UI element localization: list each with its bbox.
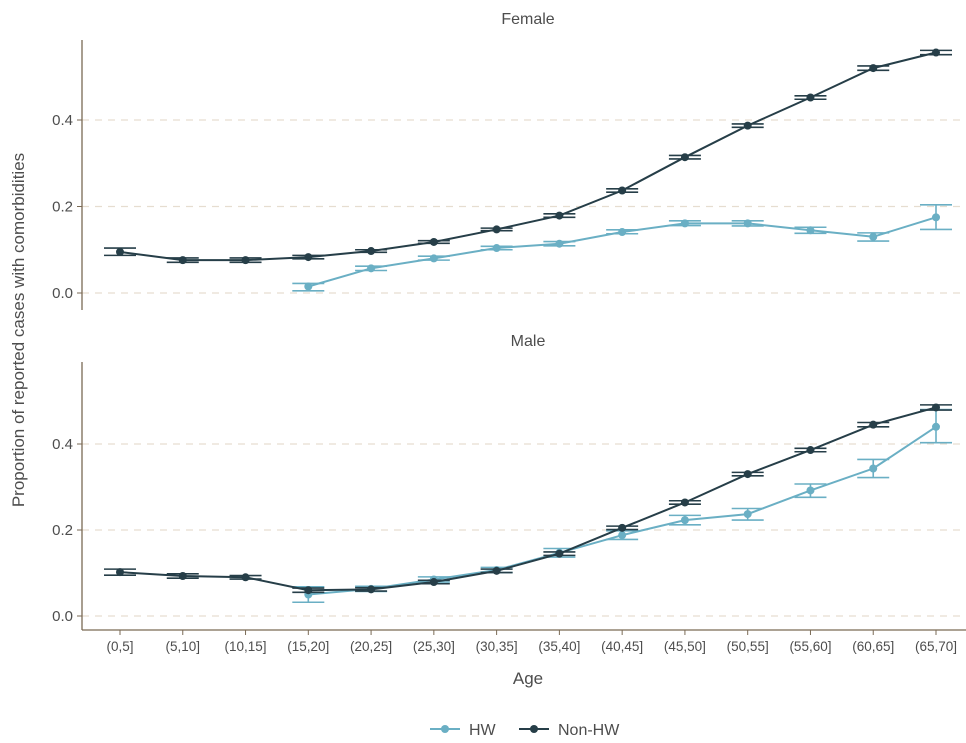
- legend: HW Non-HW: [430, 722, 620, 739]
- y-axis-title: Proportion of reported cases with comorb…: [9, 153, 28, 507]
- data-point: [304, 253, 313, 262]
- data-point: [680, 498, 689, 507]
- data-point: [492, 566, 501, 575]
- data-point: [618, 531, 627, 540]
- data-point: [680, 219, 689, 228]
- data-point: [492, 244, 501, 253]
- series-line: [119, 406, 937, 592]
- series-line: [308, 425, 937, 596]
- data-point: [555, 549, 564, 558]
- data-point: [367, 247, 376, 256]
- data-point: [618, 523, 627, 532]
- y-tick-label: 0.2: [52, 522, 73, 539]
- data-point: [806, 446, 815, 455]
- data-point: [932, 403, 940, 412]
- data-point: [743, 510, 752, 519]
- data-point: [618, 186, 627, 195]
- data-point: [680, 516, 689, 525]
- x-tick-label: (45,50]: [664, 639, 706, 654]
- data-point: [806, 93, 815, 102]
- legend-item-hw: HW: [430, 722, 497, 739]
- y-tick-label: 0.0: [52, 285, 73, 302]
- data-point: [367, 585, 376, 594]
- series-hw: [292, 408, 952, 604]
- series-hw: [292, 203, 952, 292]
- legend-item-non-hw: Non-HW: [519, 722, 620, 739]
- x-tick-label: (55,60]: [789, 639, 831, 654]
- data-point: [869, 232, 878, 241]
- data-point: [492, 225, 501, 234]
- data-point: [743, 470, 752, 479]
- data-point: [116, 568, 124, 577]
- panel-title: Female: [501, 11, 554, 28]
- data-point: [618, 228, 627, 237]
- data-point: [241, 573, 250, 582]
- x-tick-label: (15,20]: [287, 639, 329, 654]
- data-point: [241, 256, 250, 265]
- series-non-hw: [104, 48, 952, 265]
- data-point: [932, 213, 940, 222]
- legend-key-point: [530, 725, 538, 733]
- panel-title: Male: [511, 333, 546, 350]
- data-point: [806, 486, 815, 495]
- x-tick-label: (65,70]: [915, 639, 957, 654]
- y-tick-label: 0.0: [52, 608, 73, 625]
- x-tick-label: (10,15]: [225, 639, 267, 654]
- legend-label: Non-HW: [558, 722, 620, 739]
- x-tick-label: (5,10]: [166, 639, 201, 654]
- data-point: [806, 226, 815, 235]
- panel-male: Male 0.0 0.2 0.4: [52, 333, 966, 630]
- data-point: [116, 247, 124, 256]
- x-tick-label: (35,40]: [538, 639, 580, 654]
- data-point: [932, 422, 940, 431]
- x-tick-label: (40,45]: [601, 639, 643, 654]
- data-point: [555, 239, 564, 248]
- x-tick-label: (50,55]: [727, 639, 769, 654]
- data-point: [555, 211, 564, 220]
- data-point: [178, 572, 187, 581]
- series-line: [119, 51, 937, 262]
- data-point: [429, 254, 438, 263]
- y-tick-label: 0.4: [52, 436, 73, 453]
- x-tick-label: (25,30]: [413, 639, 455, 654]
- data-point: [304, 586, 313, 595]
- x-tick-label: (30,35]: [476, 639, 518, 654]
- data-point: [932, 48, 940, 57]
- x-tick-label: (20,25]: [350, 639, 392, 654]
- data-point: [304, 282, 313, 291]
- data-point: [743, 219, 752, 228]
- y-tick-label: 0.4: [52, 112, 73, 129]
- data-point: [869, 420, 878, 429]
- x-tick-label: (60,65]: [852, 639, 894, 654]
- x-axis: (0,5] (5,10] (10,15] (15,20] (20,25] (25,30] (…: [82, 629, 966, 654]
- data-point: [743, 121, 752, 130]
- data-point: [869, 64, 878, 73]
- panel-female: Female 0.0 0.2 0.4: [52, 11, 966, 310]
- x-tick-label: (0,5]: [106, 639, 133, 654]
- series-line: [308, 216, 937, 288]
- data-point: [869, 464, 878, 473]
- data-point: [367, 264, 376, 273]
- legend-key-point: [441, 725, 449, 733]
- legend-label: HW: [469, 722, 497, 739]
- data-point: [429, 237, 438, 246]
- y-tick-label: 0.2: [52, 199, 73, 216]
- panels: Female 0.0 0.2 0.4 Male 0.0 0.2 0.4: [52, 11, 966, 630]
- data-point: [178, 256, 187, 265]
- x-axis-title: Age: [513, 669, 543, 688]
- data-point: [429, 578, 438, 587]
- series-non-hw: [104, 403, 952, 595]
- data-point: [680, 153, 689, 162]
